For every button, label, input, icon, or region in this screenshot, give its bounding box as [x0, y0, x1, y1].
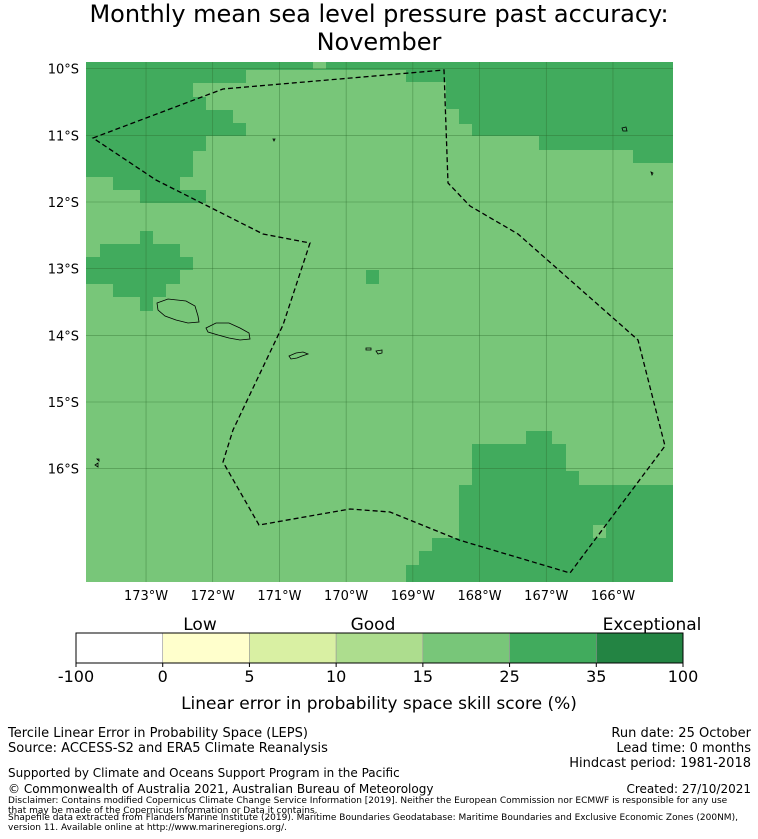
lon-label: 171°W	[257, 589, 301, 604]
raster-region-better-small	[366, 270, 379, 284]
category-label-low: Low	[183, 615, 217, 635]
colorbar-tick-label: 25	[499, 667, 519, 686]
title-line-1: Monthly mean sea level pressure past acc…	[89, 0, 669, 28]
colorbar-tick-label: 15	[413, 667, 433, 686]
island-rose	[272, 138, 276, 142]
skill-raster	[86, 62, 673, 582]
lon-label: 169°W	[391, 589, 435, 604]
lon-label: 168°W	[457, 589, 501, 604]
latitude-labels: 10°S 11°S 12°S 13°S 14°S 15°S 16°S	[48, 63, 79, 478]
colorbar-tick-label: 100	[668, 667, 699, 686]
colorbar-segment	[422, 632, 510, 664]
islands	[94, 126, 654, 468]
colorbar-axis-label: Linear error in probability space skill …	[181, 694, 577, 714]
source-text: Source: ACCESS-S2 and ERA5 Climate Reana…	[8, 741, 328, 756]
colorbar-tick-label: 5	[244, 667, 254, 686]
lat-label: 16°S	[48, 463, 79, 478]
map-title: Monthly mean sea level pressure past acc…	[0, 0, 758, 56]
island-swains	[621, 126, 628, 132]
created-date: Created: 27/10/2021	[626, 782, 751, 796]
category-label-good: Good	[351, 615, 396, 635]
colorbar-segment	[509, 632, 597, 664]
lon-label: 172°W	[191, 589, 235, 604]
colorbar-segment	[595, 632, 684, 664]
run-date: Run date: 25 October	[611, 726, 751, 741]
product-text: Tercile Linear Error in Probability Spac…	[8, 726, 308, 741]
lon-label: 173°W	[124, 589, 168, 604]
raster-region-better-northwest	[86, 62, 673, 203]
longitude-labels: 173°W 172°W 171°W 170°W 169°W 168°W 167°W 166°W	[124, 589, 635, 604]
title-line-2: November	[316, 28, 442, 56]
colorbar-segment	[75, 632, 164, 664]
lat-label: 10°S	[48, 63, 79, 78]
shapefile-line-2: version 11. Available online at http://w…	[8, 823, 287, 833]
island-manua	[365, 347, 383, 355]
map-gridlines	[86, 62, 673, 582]
lat-label: 13°S	[48, 263, 79, 278]
disclaimer-line-2: that may be made of the Copernicus Infor…	[8, 806, 318, 816]
lat-label: 11°S	[48, 129, 79, 144]
lon-label: 167°W	[524, 589, 568, 604]
island-tokelau-small	[650, 171, 654, 177]
lat-label: 14°S	[48, 329, 79, 344]
colorbar-segment	[249, 632, 337, 664]
footer-right: Run date: 25 October Lead time: 0 months…	[569, 726, 751, 771]
support-text: Supported by Climate and Oceans Support …	[8, 766, 400, 780]
colorbar-segment	[162, 632, 250, 664]
shapefile-line-1: Shapefile data extracted from Flanders M…	[8, 813, 738, 823]
hindcast-period: Hindcast period: 1981-2018	[569, 756, 751, 771]
lon-label: 166°W	[591, 589, 635, 604]
island-west	[94, 458, 100, 468]
lead-time: Lead time: 0 months	[616, 741, 751, 756]
lat-label: 12°S	[48, 196, 79, 211]
colorbar-tick-label: 0	[158, 667, 168, 686]
colorbar-outline	[75, 632, 684, 664]
colorbar-tick-label: -100	[58, 667, 94, 686]
footer-left: Tercile Linear Error in Probability Spac…	[8, 726, 328, 756]
raster-region-good-notch	[593, 525, 606, 538]
lon-label: 170°W	[324, 589, 368, 604]
colorbar-segment	[335, 632, 424, 664]
colorbar-tick-label: 35	[586, 667, 606, 686]
island-tutuila	[288, 351, 310, 360]
lat-label: 15°S	[48, 396, 79, 411]
copyright-text: © Commonwealth of Australia 2021, Austra…	[8, 782, 434, 796]
island-upolu	[205, 322, 251, 341]
disclaimer-line-1: Disclaimer: Contains modified Copernicus…	[8, 796, 728, 806]
colorbar: -100 0 5 10 15 25 35 100 Low Good Exceptional L…	[58, 615, 702, 714]
island-savaii	[156, 298, 200, 324]
colorbar-tick-label: 10	[326, 667, 346, 686]
raster-region-better-west	[86, 231, 193, 311]
category-label-exceptional: Exceptional	[603, 615, 702, 635]
